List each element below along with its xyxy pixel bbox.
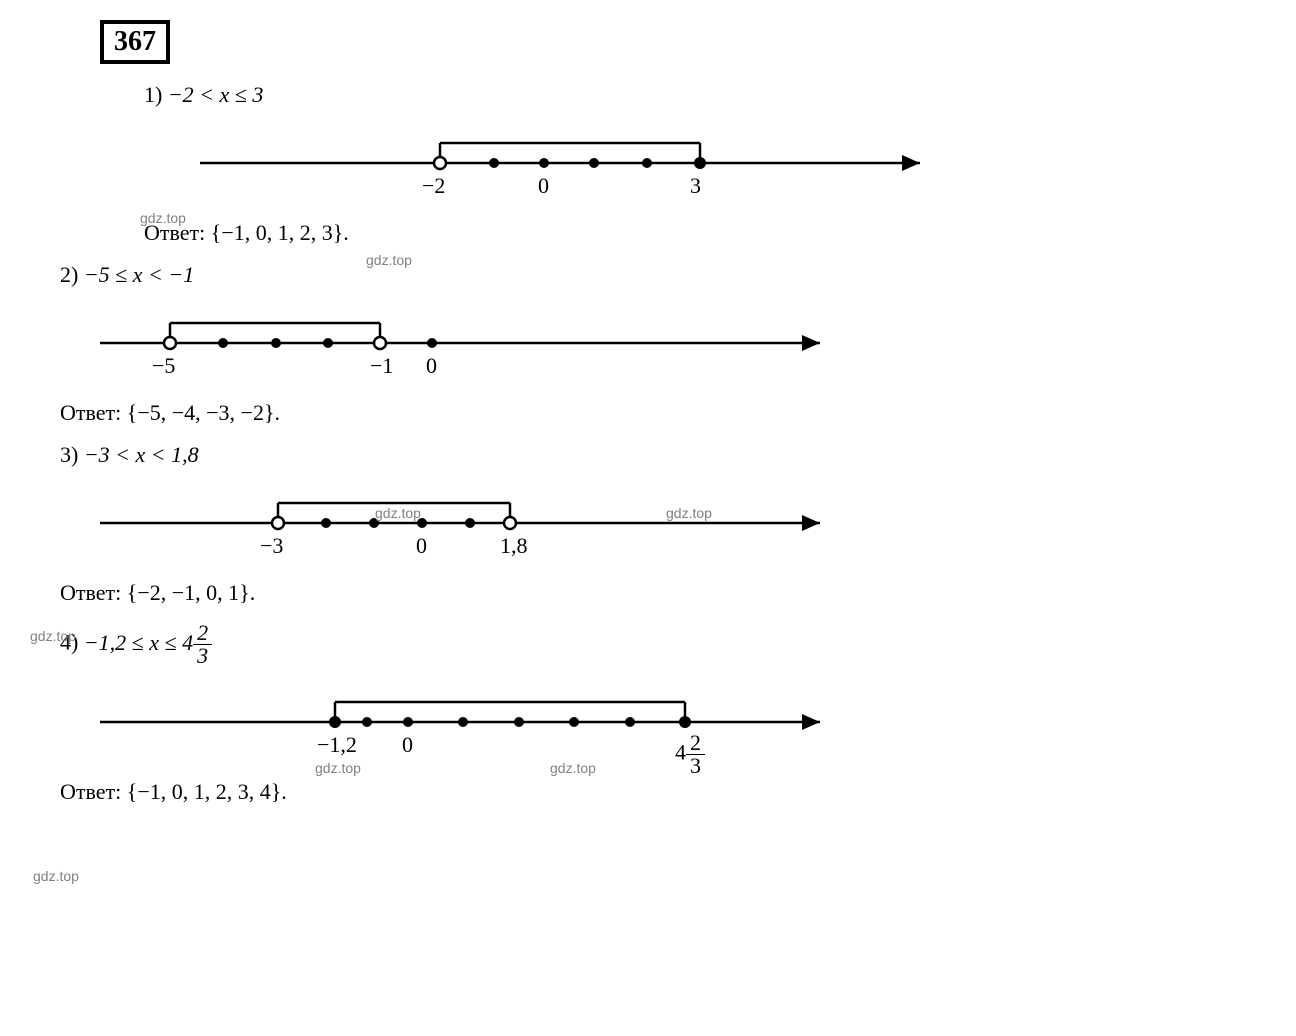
axis-label: −1,2 [317, 732, 357, 758]
subproblem-inequality: 1) −2 < x ≤ 3 [144, 82, 1256, 108]
answer-line: Ответ: {−1, 0, 1, 2, 3}. [144, 220, 1256, 246]
subproblem-inequality: 4) −1,2 ≤ x ≤ 423 [60, 622, 1256, 667]
answer-period: . [281, 779, 287, 804]
watermark-text: gdz.top [33, 868, 79, 884]
answer-line: Ответ: {−5, −4, −3, −2}. [60, 400, 1256, 426]
watermark-text: gdz.top [366, 252, 412, 268]
axis-label: −3 [260, 533, 283, 559]
watermark-text: gdz.top [30, 628, 76, 644]
problem-number: 367 [100, 20, 170, 64]
axis-label: 423 [675, 732, 705, 777]
content-area: 1) −2 < x ≤ 3 −2 0 3 Ответ: {−1, 0, 1, 2, 3}… [40, 82, 1256, 805]
answer-line: Ответ: {−1, 0, 1, 2, 3, 4}. [60, 779, 1256, 805]
answer-set: {−5, −4, −3, −2} [127, 400, 275, 425]
answer-set: {−2, −1, 0, 1} [127, 580, 250, 605]
answer-period: . [275, 400, 281, 425]
axis-label: 0 [402, 732, 413, 758]
subproblem-inequality: 3) −3 < x < 1,8 [60, 442, 1256, 468]
axis-label: −5 [152, 353, 175, 379]
watermark-text: gdz.top [140, 210, 186, 226]
axis-label: 0 [426, 353, 437, 379]
answer-line: Ответ: {−2, −1, 0, 1}. [60, 580, 1256, 606]
answer-label: Ответ: [60, 580, 127, 605]
axis-label: −2 [422, 173, 445, 199]
watermark-text: gdz.top [550, 760, 596, 776]
answer-period: . [250, 580, 256, 605]
answer-set: {−1, 0, 1, 2, 3} [211, 220, 344, 245]
answer-label: Ответ: [60, 779, 127, 804]
watermark-text: gdz.top [375, 505, 421, 521]
subproblem-number: 1) [144, 82, 168, 107]
inequality-text: −3 < x < 1,8 [84, 442, 199, 467]
problem-number-box: 367 [40, 20, 1256, 74]
number-line: −1,20423 [60, 677, 1256, 767]
subproblem-number: 2) [60, 262, 84, 287]
number-line: −5 0 −1 [60, 298, 1256, 388]
number-line: −3 0 1,8 [60, 478, 1256, 568]
axis-label: −1 [370, 353, 393, 379]
inequality-text: −5 ≤ x < −1 [84, 262, 194, 287]
answer-label: Ответ: [60, 400, 127, 425]
inequality-text: −2 < x ≤ 3 [168, 82, 264, 107]
inequality-text: −1,2 ≤ x ≤ 423 [84, 630, 212, 655]
subproblem-inequality: 2) −5 ≤ x < −1 [60, 262, 1256, 288]
watermark-text: gdz.top [666, 505, 712, 521]
subproblem-number: 3) [60, 442, 84, 467]
number-line: −2 0 3 [160, 118, 1256, 208]
axis-label: 0 [416, 533, 427, 559]
answer-period: . [343, 220, 349, 245]
watermark-text: gdz.top [315, 760, 361, 776]
axis-label: 3 [690, 173, 701, 199]
axis-label: 0 [538, 173, 549, 199]
axis-label: 1,8 [500, 533, 528, 559]
answer-set: {−1, 0, 1, 2, 3, 4} [127, 779, 282, 804]
